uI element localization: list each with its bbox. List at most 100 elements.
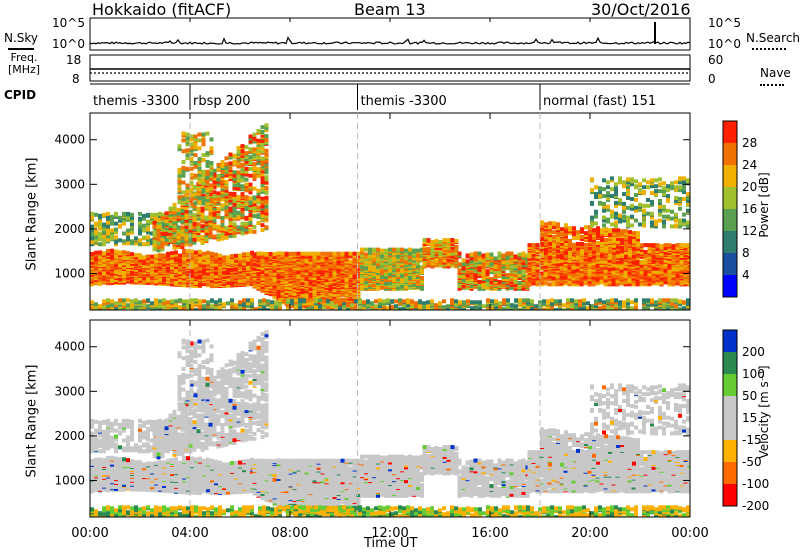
nave-legend-line <box>760 84 784 86</box>
power-cell <box>264 134 269 139</box>
power-cell <box>197 172 202 177</box>
power-cell <box>501 253 506 258</box>
power-cell <box>164 237 169 242</box>
power-cell <box>396 285 400 290</box>
power-cell <box>189 180 194 185</box>
power-cell <box>392 256 396 261</box>
power-cell <box>201 138 206 143</box>
power-cell <box>465 253 470 258</box>
power-cell <box>197 176 202 181</box>
cpid-label: CPID <box>4 88 37 102</box>
power-cell <box>517 270 522 275</box>
power-cell <box>372 247 376 252</box>
power-cell <box>150 241 154 246</box>
power-cell <box>521 261 526 266</box>
power-cell <box>205 169 210 174</box>
power-cell <box>224 165 229 170</box>
power-cell <box>205 163 210 168</box>
power-cell <box>244 151 249 156</box>
power-cell <box>256 197 261 202</box>
power-cell <box>114 227 118 232</box>
power-cell <box>446 257 451 262</box>
power-cell <box>320 251 325 256</box>
power-cell <box>98 221 102 226</box>
power-cell <box>126 251 130 256</box>
power-cell <box>260 210 265 215</box>
power-cell <box>102 242 106 247</box>
power-cell <box>493 274 498 279</box>
power-cell <box>264 251 269 256</box>
power-cell <box>400 284 404 289</box>
power-cell <box>205 187 210 192</box>
power-cell <box>477 265 482 270</box>
power-cell <box>98 250 102 255</box>
power-cell <box>180 232 185 237</box>
power-cell <box>465 259 470 264</box>
power-cell <box>260 187 265 192</box>
power-cell <box>164 211 169 216</box>
power-cell <box>172 228 177 233</box>
power-cell <box>340 251 345 256</box>
power-cell <box>202 263 206 268</box>
power-cell <box>110 233 114 238</box>
power-cell <box>201 153 206 158</box>
power-cell <box>184 212 189 217</box>
power-cell <box>204 228 209 233</box>
power-cell <box>384 248 388 253</box>
power-cell <box>246 261 250 266</box>
power-cell <box>256 167 261 172</box>
power-cell <box>434 239 439 244</box>
power-cell <box>442 258 447 263</box>
power-cell <box>224 188 229 193</box>
power-cell <box>156 228 161 233</box>
power-cell <box>172 202 177 207</box>
power-cell <box>220 197 225 202</box>
power-cell <box>102 229 106 234</box>
power-cell <box>336 251 341 256</box>
power-cell <box>180 225 185 230</box>
power-cell <box>438 257 443 262</box>
power-cell <box>457 282 462 287</box>
power-cell <box>177 147 182 152</box>
power-cell <box>142 255 146 260</box>
power-cell <box>240 148 245 153</box>
freq-label: Freq. [MHz] <box>2 52 46 76</box>
power-cell <box>205 151 210 156</box>
power-cell <box>98 242 102 247</box>
power-cell <box>252 209 257 214</box>
power-cell <box>98 231 102 236</box>
power-cell <box>209 160 214 165</box>
power-cell <box>308 251 313 256</box>
power-cell <box>380 270 384 275</box>
power-cell <box>106 214 110 219</box>
power-cell <box>98 237 102 242</box>
power-cell <box>176 225 181 230</box>
power-cell <box>152 224 157 229</box>
power-cell <box>206 258 210 263</box>
power-cell <box>122 231 126 236</box>
power-cell <box>212 194 217 199</box>
power-cell <box>208 192 213 197</box>
power-cell <box>240 178 245 183</box>
power-cell <box>256 251 261 256</box>
power-cell <box>509 277 514 282</box>
power-cell <box>430 240 435 245</box>
power-cell <box>212 168 217 173</box>
power-cell <box>416 261 420 266</box>
power-cell <box>110 228 114 233</box>
power-cell <box>252 224 257 229</box>
power-cell <box>509 285 514 290</box>
power-cell <box>210 251 214 256</box>
power-cell <box>232 202 237 207</box>
power-cell <box>110 236 114 241</box>
power-cell <box>481 283 486 288</box>
power-cell <box>181 190 186 195</box>
power-cell <box>252 195 257 200</box>
power-cell <box>216 162 221 167</box>
power-cell <box>240 192 245 197</box>
power-cell <box>180 245 185 250</box>
power-cell <box>212 173 217 178</box>
power-cell <box>216 177 221 182</box>
power-cell <box>196 210 201 215</box>
power-cell <box>194 250 198 255</box>
